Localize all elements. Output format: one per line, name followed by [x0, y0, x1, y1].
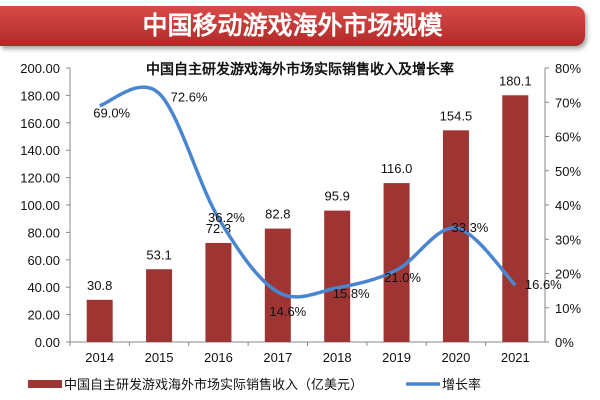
- bar-2020: [442, 130, 469, 342]
- right-tick-label: 40%: [555, 198, 581, 213]
- bar-2021: [502, 95, 529, 342]
- right-tick-label: 20%: [555, 267, 581, 282]
- legend-bar-swatch: [28, 380, 62, 388]
- bar-2018: [324, 210, 351, 342]
- left-tick-label: 120.00: [20, 171, 60, 186]
- bar-data-label: 95.9: [325, 189, 350, 204]
- left-tick-label: 0.00: [35, 335, 60, 350]
- bar-2016: [205, 242, 232, 342]
- left-tick-label: 200.00: [20, 61, 60, 76]
- line-data-label: 16.6%: [525, 277, 562, 292]
- chart-title: 中国自主研发游戏海外市场实际销售收入及增长率: [146, 61, 454, 77]
- x-tick-label: 2016: [204, 350, 233, 365]
- left-tick-label: 160.00: [20, 116, 60, 131]
- bar-2014: [86, 299, 113, 342]
- line-data-label: 21.0%: [384, 270, 421, 285]
- growth-rate-line: [99, 85, 517, 299]
- right-tick-label: 0%: [555, 335, 574, 350]
- right-tick-label: 60%: [555, 130, 581, 145]
- bar-data-label: 30.8: [87, 278, 112, 293]
- line-data-label: 14.6%: [269, 304, 306, 319]
- right-tick-label: 50%: [555, 164, 581, 179]
- left-tick-label: 60.00: [27, 253, 60, 268]
- x-tick-label: 2015: [145, 350, 174, 365]
- x-tick-label: 2014: [85, 350, 114, 365]
- left-tick-label: 100.00: [20, 198, 60, 213]
- x-tick-label: 2020: [441, 350, 470, 365]
- bar-data-label: 180.1: [499, 73, 532, 88]
- bar-data-label: 82.8: [265, 207, 290, 222]
- left-tick-label: 20.00: [27, 308, 60, 323]
- left-tick-label: 180.00: [20, 88, 60, 103]
- bar-data-label: 53.1: [146, 247, 171, 262]
- right-tick-label: 80%: [555, 61, 581, 76]
- x-tick-label: 2019: [382, 350, 411, 365]
- left-tick-label: 80.00: [27, 225, 60, 240]
- right-tick-label: 70%: [555, 95, 581, 110]
- legend-line-label: 增长率: [442, 377, 481, 392]
- x-tick-label: 2017: [263, 350, 292, 365]
- bar-data-label: 154.5: [440, 108, 473, 123]
- bar-data-label: 72.3: [206, 221, 231, 236]
- line-data-label: 15.8%: [333, 286, 370, 301]
- x-tick-label: 2018: [323, 350, 352, 365]
- banner-title: 中国移动游戏海外市场规模: [0, 6, 585, 46]
- x-tick-label: 2021: [501, 350, 530, 365]
- line-data-label: 72.6%: [171, 89, 208, 104]
- bar-data-label: 116.0: [381, 161, 413, 176]
- line-data-label: 36.2%: [208, 210, 245, 225]
- right-tick-label: 10%: [555, 301, 581, 316]
- left-tick-label: 40.00: [27, 280, 60, 295]
- line-data-label: 33.3%: [452, 220, 489, 235]
- bar-2015: [146, 269, 173, 342]
- right-tick-label: 30%: [555, 232, 581, 247]
- legend-bar-label: 中国自主研发游戏海外市场实际销售收入（亿美元）: [64, 377, 363, 392]
- line-data-label: 69.0%: [93, 106, 130, 121]
- left-tick-label: 140.00: [20, 143, 60, 158]
